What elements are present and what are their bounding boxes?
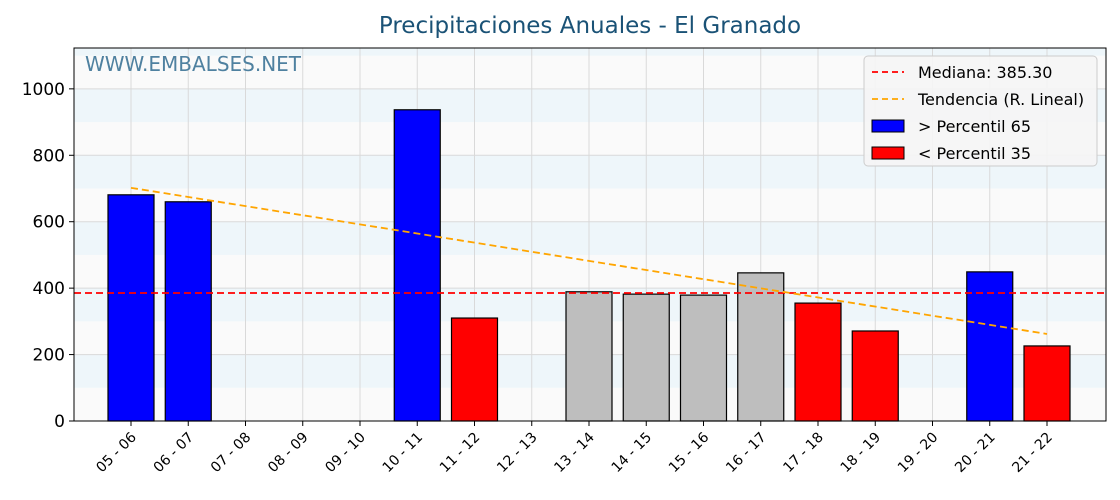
bar-11-12 — [450, 317, 499, 422]
x-tick-label: 10 - 11 — [380, 430, 426, 476]
x-tick-label: 14 - 15 — [609, 430, 655, 476]
y-tick-label: 0 — [54, 412, 65, 432]
chart-title: Precipitaciones Anuales - El Granado — [379, 13, 801, 39]
x-tick-label: 21 - 22 — [1009, 430, 1055, 476]
plot-frame — [73, 47, 1107, 422]
bar-10-11 — [393, 109, 441, 422]
x-tick-label: 11 - 12 — [437, 430, 483, 476]
legend-label: Tendencia (R. Lineal) — [917, 90, 1084, 109]
x-tick-label: 09 - 10 — [322, 430, 368, 476]
bar-17-18 — [794, 302, 842, 422]
trend-line — [130, 186, 1048, 335]
bar-20-21 — [966, 271, 1014, 422]
x-tick-label: 17 - 18 — [780, 430, 826, 476]
x-tick-label: 06 - 07 — [151, 430, 197, 476]
legend-label: > Percentil 65 — [918, 117, 1031, 136]
x-tick-label: 13 - 14 — [551, 429, 597, 475]
bar-15-16 — [679, 294, 728, 422]
bar-06-07 — [164, 201, 212, 422]
y-tick-label: 600 — [33, 213, 65, 233]
band — [74, 188, 1106, 222]
bars — [107, 109, 1071, 422]
x-tick-label: 18 - 19 — [838, 430, 884, 476]
y-tick-label: 200 — [33, 346, 65, 366]
legend-label: < Percentil 35 — [918, 144, 1031, 163]
x-axis: 05 - 06 06 - 07 07 - 08 08 - 09 09 - 10 10 - … — [93, 421, 1056, 476]
bar-21-22 — [1023, 345, 1071, 422]
bar-05-06 — [107, 194, 155, 422]
legend: Mediana: 385.30 Tendencia (R. Lineal) > P… — [863, 55, 1098, 167]
x-tick-label: 15 - 16 — [666, 429, 712, 475]
bar-18-19 — [851, 330, 899, 422]
bar-13-14 — [565, 291, 613, 422]
x-tick-label: 20 - 21 — [952, 430, 998, 476]
watermark: WWW.EMBALSES.NET — [85, 52, 302, 76]
y-tick-label: 400 — [33, 279, 65, 299]
legend-label: Mediana: 385.30 — [918, 63, 1052, 82]
x-tick-label: 16 - 17 — [723, 430, 769, 476]
y-axis: 0 200 400 600 800 1000 — [22, 80, 74, 432]
band — [74, 48, 1106, 56]
x-tick-label: 07 - 08 — [208, 430, 254, 476]
bar-16-17 — [737, 272, 785, 422]
x-tick-label: 12 - 13 — [494, 430, 540, 476]
band — [74, 221, 1106, 255]
band — [74, 254, 1106, 289]
bar-14-15 — [622, 293, 670, 422]
x-tick-label: 19 - 20 — [895, 430, 941, 476]
y-tick-label: 800 — [33, 146, 65, 166]
x-tick-label: 08 - 09 — [265, 430, 311, 476]
y-tick-label: 1000 — [22, 80, 65, 100]
x-tick-label: 05 - 06 — [93, 429, 139, 475]
